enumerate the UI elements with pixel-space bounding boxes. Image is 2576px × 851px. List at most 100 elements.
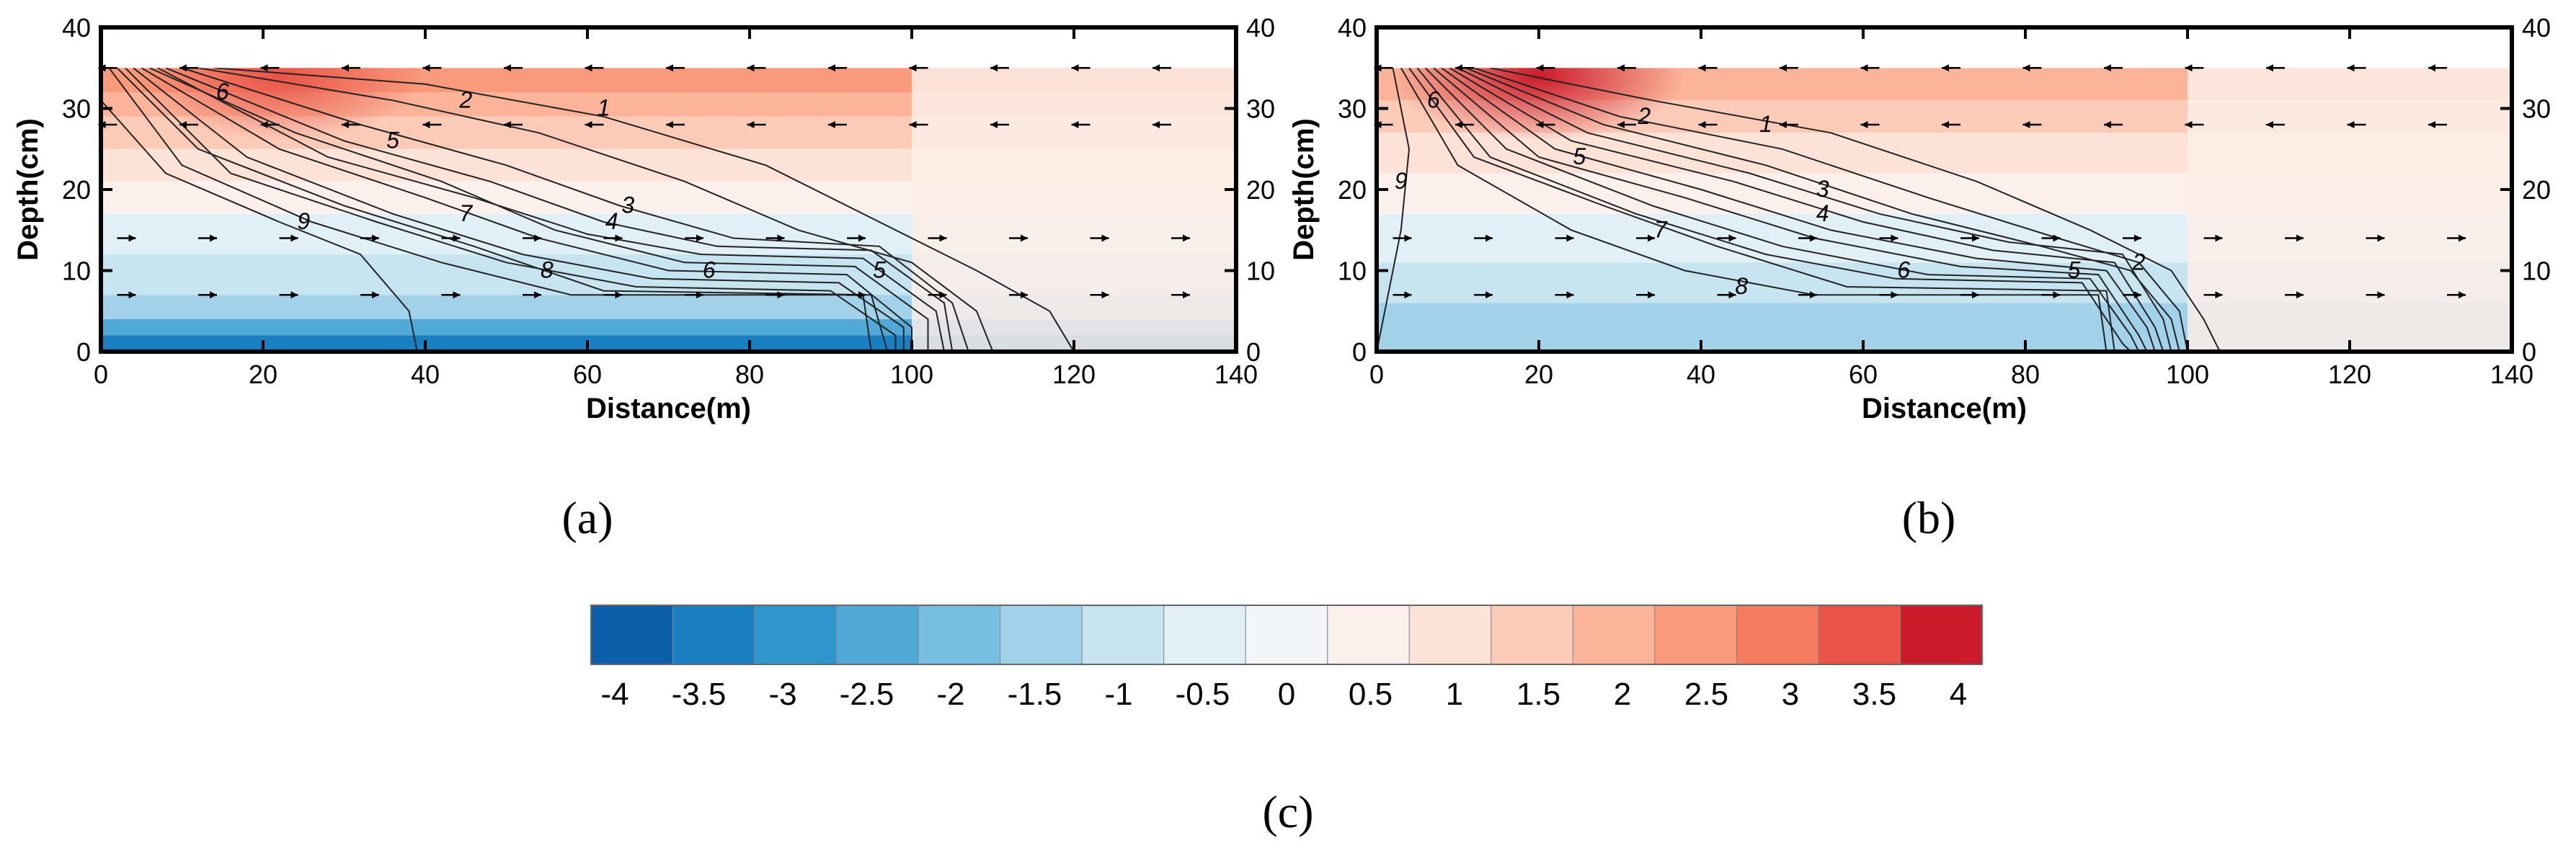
panel-b-arrowhead-3-92 <box>2104 64 2111 72</box>
panel-b-arrowhead-0-82 <box>2053 291 2061 299</box>
panel-b-arrowhead-0-22 <box>1566 291 1574 299</box>
panel-a-contour-11 <box>101 99 418 352</box>
panel-b-arrowhead-3-112 <box>2266 64 2273 72</box>
panel-a-arrowhead-2-32 <box>342 121 349 128</box>
panel-a-arrowhead-3-22 <box>260 64 268 72</box>
panel-b-contour-label-0: 1 <box>1759 111 1772 137</box>
panel-a-contour-label-3: 3 <box>621 192 634 218</box>
panel-b-xtick-3: 60 <box>1849 360 1878 389</box>
panel-a-arrowhead-3-12 <box>179 64 187 72</box>
panel-a-downstream-region <box>912 68 1236 352</box>
panel-a-arrowhead-3-132 <box>1152 64 1160 72</box>
panel-b-arrowhead-3-132 <box>2428 64 2435 72</box>
panel-b-contour-10 <box>1400 68 2108 352</box>
panel-b-arrowhead-2-132 <box>2428 121 2435 128</box>
panel-b-xtick-6: 120 <box>2328 360 2371 389</box>
colorbar-swatch-12 <box>1572 605 1656 665</box>
panel-b-contour-label-6: 5 <box>2068 257 2081 283</box>
panel-b-arrowhead-1-72 <box>1972 234 1979 242</box>
panel-b-arrowhead-3-82 <box>2022 64 2030 72</box>
panel-a-arrowhead-0-12 <box>210 291 217 299</box>
panel-b-contour-label-5: 5 <box>1573 143 1586 169</box>
panel-a-arrowhead-0-92 <box>858 291 866 299</box>
panel-b-contour-4 <box>1449 68 2164 352</box>
panel-b-arrowhead-3-22 <box>1536 64 1544 72</box>
colorbar-tick-5: -1.5 <box>1008 677 1062 712</box>
panel-a-arrowhead-1-82 <box>777 234 785 242</box>
panel-a-arrowhead-1-132 <box>1183 234 1190 242</box>
colorbar-tick-7: -0.5 <box>1176 677 1230 712</box>
colorbar-tick-13: 2.5 <box>1684 677 1728 712</box>
colorbar-swatch-8 <box>1245 605 1328 665</box>
panel-b-arrowhead-1-12 <box>1485 234 1493 242</box>
panel-a-arrowhead-3-72 <box>666 64 673 72</box>
panel-a-contour-1 <box>197 68 994 352</box>
panel-b-arrowhead-0-122 <box>2377 291 2385 299</box>
panel-b-ytick-right-4: 40 <box>2522 13 2551 43</box>
colorbar-swatch-11 <box>1491 605 1573 665</box>
colorbar-tick-10: 1 <box>1446 677 1463 712</box>
panel-b-ytick-right-1: 10 <box>2522 257 2551 286</box>
panel-a-arrowhead-3-62 <box>585 64 592 72</box>
panel-a-contour-label-1: 2 <box>458 86 472 112</box>
panel-a-contour-4 <box>157 68 945 352</box>
panel-b-label: (b) <box>1902 492 1956 543</box>
panel-b-arrowhead-1-82 <box>2053 234 2061 242</box>
panel-a-ytick-right-0: 0 <box>1246 337 1261 367</box>
panel-a-label: (a) <box>561 492 613 543</box>
panel-b-arrowhead-2-102 <box>2185 121 2193 128</box>
panel-b-arrowhead-0-92 <box>2134 291 2141 299</box>
panel-b-arrowhead-0-52 <box>1810 291 1817 299</box>
panel-a-arrowhead-2-12 <box>179 121 187 128</box>
panel-b-arrowhead-0-62 <box>1891 291 1898 299</box>
panel-b-arrowhead-0-12 <box>1485 291 1493 299</box>
panel-a-arrowhead-1-52 <box>534 234 541 242</box>
panel-a-arrowhead-2-132 <box>1152 121 1160 128</box>
panel-b-arrowhead-0-42 <box>1728 291 1736 299</box>
panel-b-contour-label-4: 4 <box>1816 200 1829 226</box>
panel-a-contour-9 <box>116 68 889 352</box>
colorbar-tick-8: 0 <box>1278 677 1295 712</box>
colorbar-tick-12: 2 <box>1614 677 1631 712</box>
colorbar-tick-4: -2 <box>936 677 964 712</box>
panel-b-xtick-4: 80 <box>2011 360 2040 389</box>
panel-b-contour-1 <box>1473 68 2188 352</box>
colorbar-swatch-9 <box>1327 605 1410 665</box>
colorbar-swatch-14 <box>1736 605 1819 665</box>
panel-a-field <box>101 68 1236 352</box>
panel-a-arrowhead-2-42 <box>422 121 430 128</box>
panel-b-arrowhead-3-12 <box>1455 64 1462 72</box>
panel-a-arrowhead-3-32 <box>342 64 349 72</box>
panel-b-contour-7 <box>1424 68 2140 352</box>
panel-a-xtick-1: 20 <box>249 360 277 389</box>
panel-b-arrowhead-2-82 <box>2022 121 2030 128</box>
panel-b-arrowhead-2-32 <box>1617 121 1625 128</box>
panel-b-xtick-2: 40 <box>1687 360 1715 389</box>
panel-b-arrowhead-0-72 <box>1972 291 1979 299</box>
panel-b-arrowhead-2-22 <box>1536 121 1544 128</box>
panel-a-xtick-5: 100 <box>890 360 933 389</box>
colorbar-swatch-13 <box>1654 605 1737 665</box>
panel-b-ytick-4: 40 <box>1338 13 1367 43</box>
panel-a-arrowhead-0-82 <box>777 291 785 299</box>
panel-a-contour-label-8: 6 <box>703 257 716 283</box>
panel-a-arrowhead-0-52 <box>534 291 541 299</box>
colorbar-tick-0: -4 <box>600 677 629 712</box>
panel-b-ytick-2: 20 <box>1338 175 1367 205</box>
panel-a-contour-5 <box>149 68 929 352</box>
panel-a-arrowhead-1-102 <box>939 234 947 242</box>
panel-b-arrowhead-3-72 <box>1942 64 1949 72</box>
panel-a-arrowhead-2-22 <box>260 121 268 128</box>
panel-a-contour-7 <box>133 68 905 352</box>
panel-a-ytick-4: 40 <box>62 13 91 43</box>
panel-b-y-axis-title: Depth(cm) <box>1288 118 1320 261</box>
colorbar-swatch-1 <box>672 605 755 665</box>
panel-a-arrowhead-3-112 <box>990 64 998 72</box>
colorbar-swatch-15 <box>1818 605 1901 665</box>
panel-b-contour-label-7: 6 <box>1427 86 1440 112</box>
panel-b-arrowhead-2-112 <box>2266 121 2273 128</box>
panel-b-arrowhead-3-52 <box>1780 64 1787 72</box>
colorbar-swatch-16 <box>1899 605 1983 665</box>
